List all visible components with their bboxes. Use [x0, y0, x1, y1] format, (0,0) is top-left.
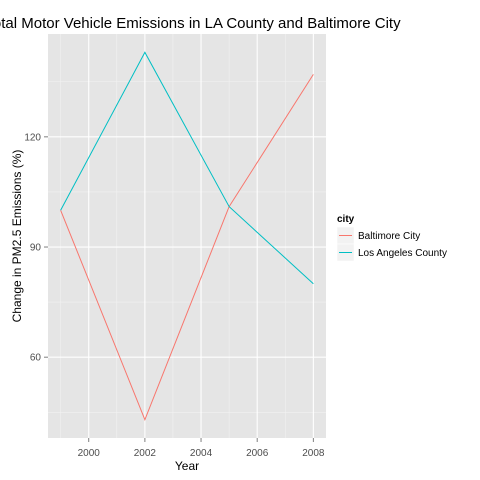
chart-title: Total Motor Vehicle Emissions in LA Coun…: [0, 15, 401, 32]
x-tick-label: 2006: [246, 448, 269, 459]
y-tick-label: 90: [30, 243, 42, 254]
legend-label: Baltimore City: [358, 231, 420, 242]
x-tick-label: 2004: [190, 448, 213, 459]
legend-title: city: [337, 214, 355, 225]
x-axis-title: Year: [175, 459, 199, 473]
series-line-los-angeles-county: [60, 51, 314, 285]
legend-label: Los Angeles County: [358, 248, 447, 259]
y-tick-label: 60: [30, 353, 42, 364]
plot-panel: [48, 34, 326, 438]
legend: city Baltimore City Los Angeles County: [336, 214, 447, 262]
x-tick-label: 2002: [134, 448, 157, 459]
x-tick-label: 2000: [78, 448, 101, 459]
x-tick-label: 2008: [302, 448, 325, 459]
series-lines: [60, 51, 314, 421]
y-axis-title: Change in PM2.5 Emissions (%): [10, 150, 24, 323]
x-axis-ticks: 2000 2002 2004 2006 2008: [78, 438, 325, 459]
major-gridlines: [48, 34, 326, 438]
y-tick-label: 120: [24, 132, 41, 143]
minor-gridlines: [48, 34, 326, 438]
series-line-baltimore-city: [60, 74, 314, 421]
y-axis-ticks: 60 90 120: [24, 132, 48, 364]
